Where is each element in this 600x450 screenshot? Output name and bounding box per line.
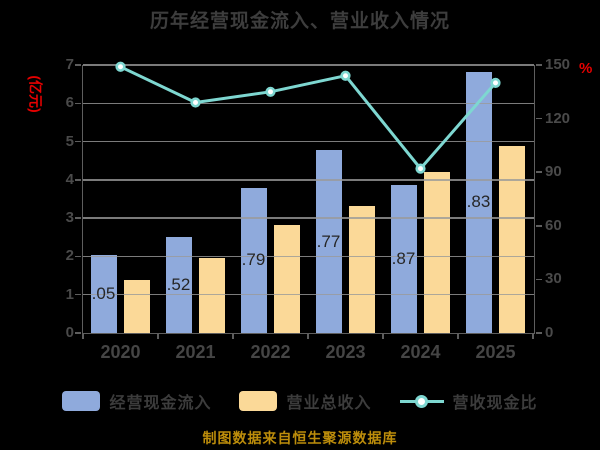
left-axis-tick-label: 4 — [65, 170, 74, 188]
x-axis-label: 2020 — [100, 342, 141, 362]
x-axis-tick — [532, 333, 534, 339]
legend-label: 营业总收入 — [286, 395, 372, 412]
x-axis-tick — [82, 333, 84, 339]
bar-cash-inflow — [390, 184, 417, 333]
line-marker — [190, 97, 201, 108]
x-axis-label: 2021 — [175, 342, 216, 362]
bar-value-label: .05 — [91, 283, 116, 303]
legend-item-cash-inflow[interactable]: 经营现金流入 — [62, 389, 211, 413]
legend-item-total-revenue[interactable]: 营业总收入 — [239, 389, 371, 413]
left-axis-tick — [75, 255, 81, 258]
right-axis-tick — [536, 117, 542, 120]
left-axis-tick-label: 0 — [65, 324, 74, 341]
right-axis-tick-label: 60 — [545, 216, 562, 234]
x-axis-label: 2023 — [325, 342, 366, 362]
legend-label: 营收现金比 — [452, 395, 538, 412]
right-axis-tick-label: 30 — [545, 270, 562, 288]
right-axis-tick-label: 0 — [545, 324, 554, 341]
grid-line — [83, 64, 534, 66]
bar-value-label: .79 — [241, 250, 266, 270]
left-axis-tick-label: 7 — [65, 56, 74, 73]
left-axis-tick-label: 5 — [65, 132, 74, 150]
bar-value-label: .52 — [166, 274, 191, 294]
left-axis-tick — [75, 293, 81, 296]
x-axis-tick — [457, 333, 459, 339]
right-axis-tick — [536, 278, 542, 281]
revenue-swatch-icon — [239, 391, 278, 411]
legend-item-cash-ratio[interactable]: 营收现金比 — [399, 389, 538, 413]
right-axis-tick-label: 90 — [545, 163, 562, 181]
legend: 经营现金流入 营业总收入 营收现金比 — [0, 389, 600, 413]
left-axis-tick — [75, 179, 81, 181]
bar-value-label: .87 — [391, 248, 416, 268]
bar-revenue — [498, 146, 525, 333]
line-marker-icon — [399, 393, 444, 409]
x-axis-tick — [307, 333, 309, 339]
line-marker — [265, 86, 276, 97]
left-axis-tick — [75, 102, 81, 105]
right-axis-unit: % — [579, 60, 593, 77]
left-axis-tick-label: 2 — [65, 247, 74, 265]
right-axis-tick — [536, 332, 542, 334]
bar-revenue — [273, 225, 300, 333]
left-axis-unit: (亿元) — [27, 75, 44, 113]
left-axis-tick-label: 1 — [65, 285, 74, 303]
bar-revenue — [123, 280, 150, 333]
bar-cash-inflow — [90, 254, 117, 333]
x-axis-label: 2024 — [400, 342, 441, 362]
bar-cash-inflow — [165, 236, 192, 333]
left-axis-tick-label: 6 — [65, 94, 74, 112]
right-axis-tick-label: 150 — [545, 56, 571, 73]
line-marker — [115, 61, 126, 72]
data-source-caption: 制图数据来自恒生聚源数据库 — [202, 430, 398, 446]
right-axis-tick-label: 120 — [545, 109, 571, 127]
left-axis-tick — [75, 332, 81, 334]
chart-title: 历年经营现金流入、营业收入情况 — [149, 11, 450, 32]
cash-inflow-swatch-icon — [62, 391, 101, 411]
bar-revenue — [198, 258, 225, 333]
line-marker — [340, 70, 351, 81]
x-axis-label: 2025 — [475, 342, 516, 362]
left-axis-tick — [75, 140, 81, 143]
x-axis-label: 2022 — [250, 342, 291, 362]
bar-cash-inflow — [240, 187, 267, 333]
bar-value-label: .83 — [466, 192, 491, 212]
line-marker — [490, 77, 501, 88]
plot-area: 0 1 2 3 4 5 6 7 0 30 60 90 120 150 .05 2020 .52 2021 .79 20… — [66, 56, 570, 362]
bar-revenue — [423, 171, 450, 333]
right-axis-tick — [536, 64, 542, 66]
legend-label: 经营现金流入 — [109, 395, 212, 412]
bar-revenue — [348, 206, 375, 333]
bar-cash-inflow — [315, 150, 342, 333]
x-axis-tick — [232, 333, 234, 339]
right-axis-tick — [536, 225, 542, 227]
left-axis-tick — [75, 64, 81, 66]
x-axis-tick — [382, 333, 384, 339]
right-axis-tick — [536, 171, 542, 173]
left-axis-tick — [75, 217, 81, 219]
left-axis-tick-label: 3 — [65, 209, 74, 227]
x-axis-tick — [157, 333, 159, 339]
bar-value-label: .77 — [316, 231, 341, 251]
